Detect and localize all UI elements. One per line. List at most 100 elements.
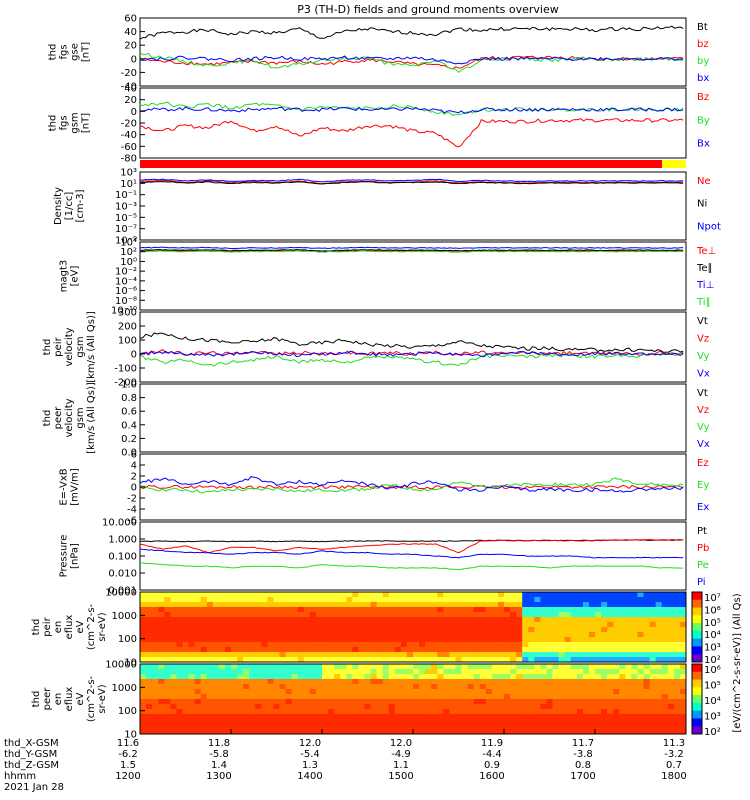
spectrogram-cell	[461, 637, 468, 643]
spectrogram-cell	[419, 602, 426, 608]
spectrogram-cell	[388, 684, 396, 690]
spectrogram-cell	[419, 684, 426, 690]
spectrogram-cell	[467, 607, 475, 613]
spectrogram-cell	[485, 694, 493, 700]
spectrogram-cell	[394, 617, 402, 623]
spectrogram-cell	[504, 602, 511, 608]
spectrogram-cell	[413, 714, 420, 720]
spectrogram-cell	[212, 679, 220, 685]
spectrogram-cell	[224, 607, 232, 613]
spectrogram-cell	[322, 602, 329, 608]
spectrogram-cell	[212, 729, 220, 735]
spectrogram-cell	[673, 684, 681, 690]
spectrogram-cell	[431, 637, 438, 643]
spectrogram-cell	[528, 612, 535, 618]
spectrogram-cell	[661, 607, 669, 613]
spectrogram-cell	[224, 622, 232, 628]
spectrogram-cell	[449, 699, 456, 705]
spectrogram-cell	[334, 622, 341, 628]
spectrogram-cell	[419, 622, 426, 628]
spectrogram-cell	[291, 607, 299, 613]
spectrogram-cell	[140, 612, 147, 618]
spectrogram-cell	[328, 632, 335, 638]
spectrogram-cell	[582, 632, 590, 638]
spectrogram-cell	[413, 664, 420, 670]
spectrogram-cell	[431, 617, 438, 623]
spectrogram-cell	[449, 617, 456, 623]
spectrogram-cell	[449, 632, 456, 638]
spectrogram-cell	[364, 689, 371, 695]
spectrogram-cell	[388, 642, 396, 648]
spectrogram-cell	[673, 592, 681, 598]
spectrogram-cell	[485, 684, 493, 690]
spectrogram-cell	[406, 719, 414, 725]
spectrogram-cell	[619, 642, 626, 648]
spectrogram-cell	[595, 592, 602, 598]
spectrogram-cell	[255, 699, 262, 705]
spectrogram-cell	[279, 642, 286, 648]
spectrogram-cell	[376, 607, 384, 613]
spectrogram-cell	[449, 637, 456, 643]
colorbar-segment	[692, 718, 702, 727]
y-tick-label: 20	[124, 95, 137, 106]
spectrogram-cell	[443, 694, 450, 700]
spectrogram-cell	[224, 694, 232, 700]
spectrogram-cell	[279, 669, 286, 675]
spectrogram-cell	[516, 669, 523, 675]
spectrogram-cell	[206, 664, 214, 670]
spectrogram-cell	[267, 607, 274, 613]
spectrogram-cell	[140, 652, 147, 658]
spectrogram-cell	[273, 647, 280, 653]
spectrogram-cell	[194, 709, 202, 715]
spectrogram-cell	[394, 699, 402, 705]
spectrogram-cell	[643, 699, 650, 705]
spectrogram-cell	[261, 622, 268, 628]
spectrogram-cell	[164, 647, 171, 653]
spectrogram-cell	[673, 674, 681, 680]
spectrogram-cell	[510, 657, 517, 663]
colorbar-segment	[692, 630, 702, 640]
y-tick-label: 10²	[120, 247, 137, 258]
legend-ex: Ex	[697, 502, 709, 513]
spectrogram-cell	[400, 674, 408, 680]
spectrogram-cell	[473, 694, 481, 700]
spectrogram-cell	[140, 632, 147, 638]
spectrogram-cell	[334, 704, 341, 710]
spectrogram-cell	[649, 617, 657, 623]
spectrogram-cell	[358, 719, 365, 725]
spectrogram-cell	[218, 637, 226, 643]
spectrogram-cell	[516, 729, 523, 735]
spectrogram-cell	[491, 637, 499, 643]
spectrogram-cell	[309, 694, 317, 700]
spectrogram-cell	[176, 709, 183, 715]
spectrogram-cell	[297, 719, 305, 725]
spectrogram-cell	[582, 684, 590, 690]
spectrogram-cell	[261, 597, 268, 603]
spectrogram-cell	[546, 592, 553, 598]
spectrogram-cell	[413, 592, 420, 598]
spectrogram-cell	[473, 704, 481, 710]
spectrogram-cell	[625, 627, 632, 633]
spectrogram-cell	[340, 724, 347, 730]
spectrogram-cell	[382, 664, 390, 670]
spectrogram-cell	[497, 694, 505, 700]
spectrogram-cell	[601, 674, 608, 680]
spectrogram-cell	[261, 689, 268, 695]
spectrogram-cell	[237, 637, 244, 643]
spectrogram-cell	[564, 652, 572, 658]
spectrogram-cell	[425, 607, 432, 613]
x-tick-label: 1800	[661, 771, 686, 782]
spectrogram-cell	[315, 704, 323, 710]
spectrogram-cell	[309, 622, 317, 628]
spectrogram-cell	[601, 597, 608, 603]
spectrogram-cell	[249, 642, 256, 648]
spectrogram-cell	[231, 714, 238, 720]
spectrogram-cell	[613, 684, 620, 690]
spectrogram-cell	[431, 647, 438, 653]
spectrogram-cell	[400, 617, 408, 623]
spectrogram-cell	[588, 647, 596, 653]
spectrogram-cell	[285, 724, 293, 730]
spectrogram-cell	[595, 704, 602, 710]
spectrogram-cell	[279, 657, 286, 663]
